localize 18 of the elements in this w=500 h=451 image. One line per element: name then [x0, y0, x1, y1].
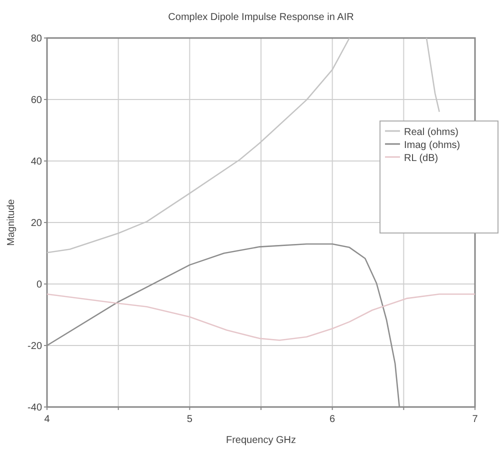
x-tick-label: 7 — [472, 414, 478, 425]
legend-label: RL (dB) — [404, 153, 438, 164]
line-series — [47, 294, 475, 341]
x-tick-label: 4 — [44, 414, 50, 425]
y-tick-label: -40 — [28, 402, 42, 414]
y-tick-label: 40 — [30, 156, 42, 168]
x-axis-title: Frequency GHz — [226, 435, 296, 446]
y-tick-label: 0 — [36, 280, 42, 290]
chart-title: Complex Dipole Impulse Response in AIR — [168, 12, 354, 23]
y-tick-label: 80 — [30, 34, 42, 44]
legend-label: Real (ohms) — [404, 127, 458, 138]
legend-label: Imag (ohms) — [404, 140, 460, 151]
x-tick-label: 5 — [186, 414, 193, 425]
y-tick-label: 20 — [30, 218, 42, 229]
y-tick-label: -20 — [28, 341, 42, 352]
x-tick-label: 6 — [330, 414, 336, 425]
y-axis-title: Magnitude — [6, 198, 17, 246]
y-tick-label: 60 — [30, 95, 42, 106]
